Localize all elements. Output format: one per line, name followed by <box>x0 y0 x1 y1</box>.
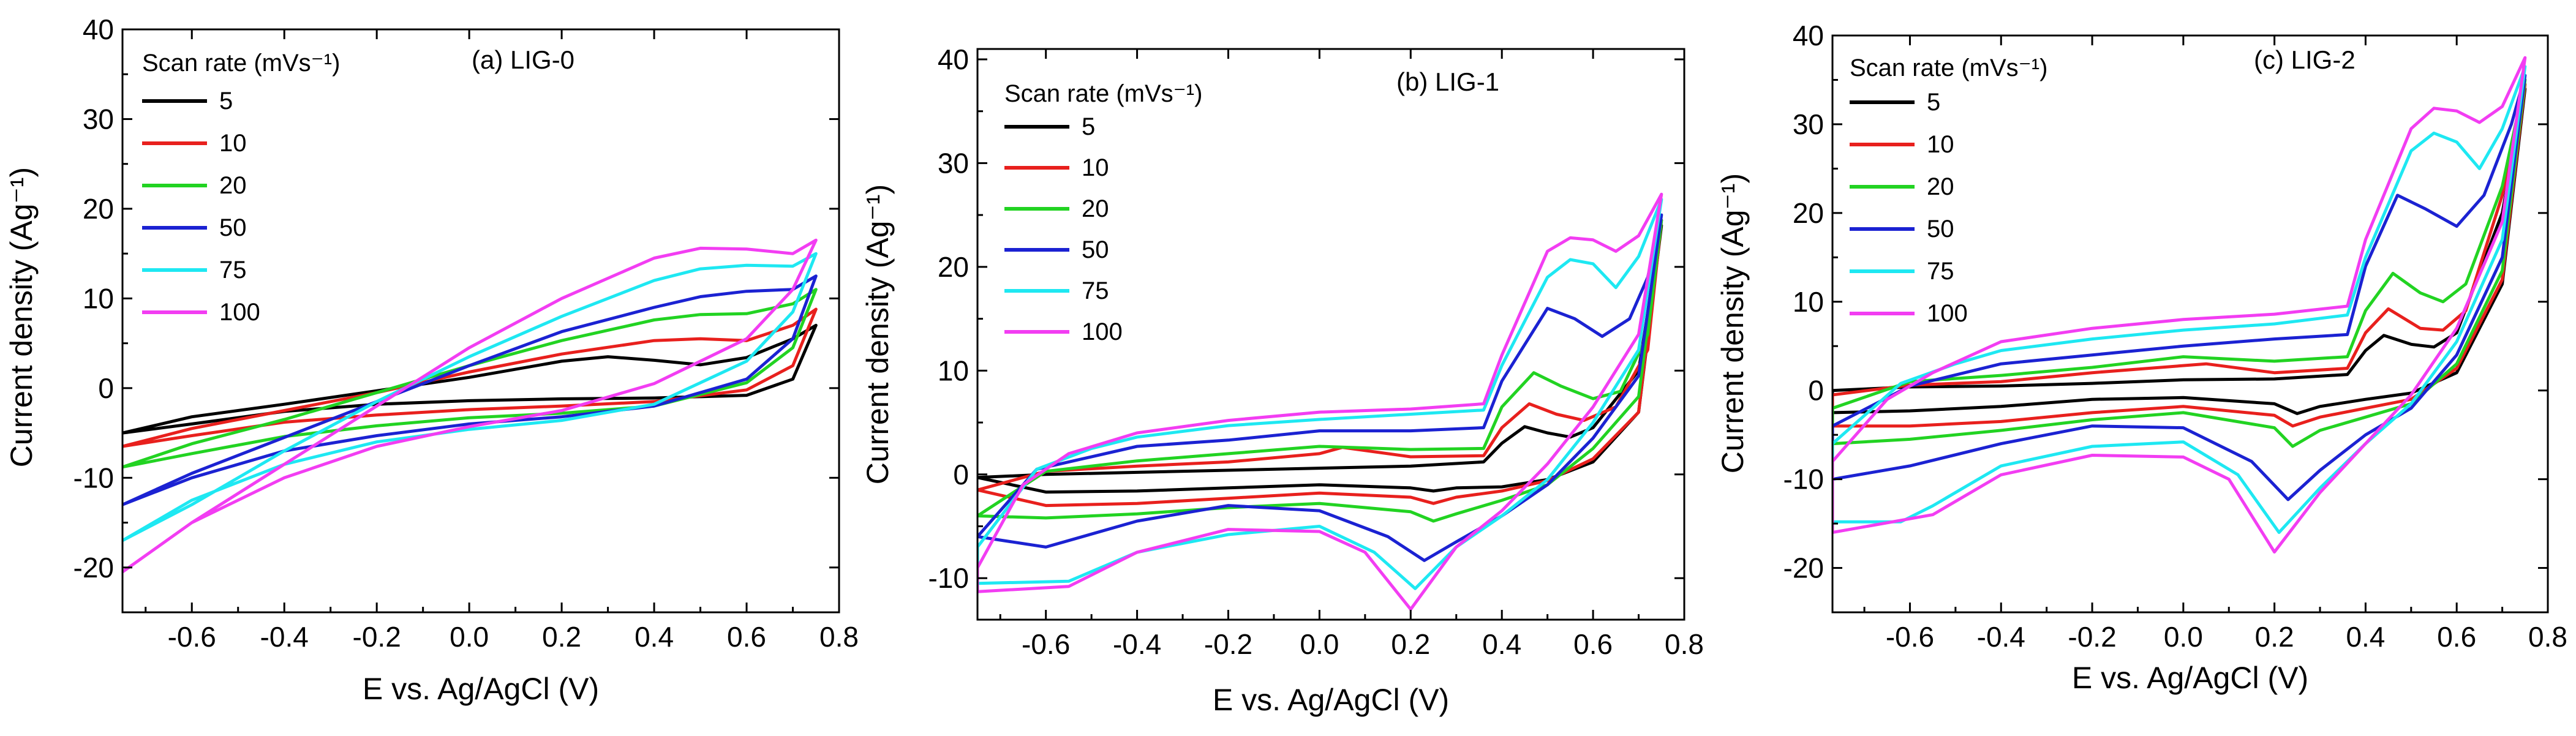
cv-series-10 <box>977 219 1663 508</box>
y-axis-label: Current density (Ag⁻¹) <box>1715 173 1750 473</box>
legend-label: 10 <box>1082 154 1109 181</box>
cv-series-100 <box>1832 56 2527 554</box>
y-tick-label: 20 <box>1793 197 1824 229</box>
x-tick-label: -0.4 <box>1113 628 1161 660</box>
x-axis-label: E vs. Ag/AgCl (V) <box>1213 683 1449 717</box>
x-tick-label: 0.6 <box>1573 628 1613 660</box>
y-tick-label: 0 <box>953 459 969 490</box>
panel-3: -0.6 -0.4 -0.2 0.0 0.2 0.4 0.6 0.8 -20 -10 0 10 20 30… <box>1715 20 2567 695</box>
panel-title: (a) LIG-0 <box>472 45 574 74</box>
y-tick-label: 20 <box>938 251 969 283</box>
cv-series-100 <box>122 238 818 574</box>
x-tick-label: 0.8 <box>1665 628 1704 660</box>
legend-label: 5 <box>1927 89 1940 116</box>
legend-label: 75 <box>219 257 247 284</box>
x-axis-label: E vs. Ag/AgCl (V) <box>2072 661 2308 695</box>
y-tick-label: 0 <box>98 372 114 404</box>
panel-2: -0.6 -0.4 -0.2 0.0 0.2 0.4 0.6 0.8 -10 0 10 20 30 40 E… <box>861 43 1704 717</box>
legend-label: 5 <box>1082 113 1095 140</box>
y-tick-label: 0 <box>1808 375 1824 407</box>
x-tick-label: 0.0 <box>2164 621 2203 653</box>
y-tick-label: 40 <box>1793 20 1824 51</box>
legend-label: 100 <box>1082 318 1123 345</box>
x-tick-label: 0.0 <box>450 621 489 653</box>
x-tick-label: 0.8 <box>819 621 859 653</box>
x-axis-label: E vs. Ag/AgCl (V) <box>363 672 599 706</box>
x-tick-label: 0.4 <box>635 621 674 653</box>
legend: Scan rate (mVs⁻¹) 5 10 20 50 75 100 <box>142 50 340 326</box>
x-tick-label: -0.6 <box>168 621 216 653</box>
cv-series-20 <box>977 219 1663 523</box>
legend-title: Scan rate (mVs⁻¹) <box>142 50 340 77</box>
cv-series-75 <box>122 252 818 543</box>
y-tick-label: -10 <box>73 462 114 494</box>
x-tick-label: 0.2 <box>542 621 581 653</box>
x-tick-label: 0.6 <box>727 621 766 653</box>
y-tick-label: 10 <box>938 355 969 386</box>
cv-curves <box>977 192 1663 611</box>
panel-1: -0.6 -0.4 -0.2 0.0 0.2 0.4 0.6 0.8 -20 -10 0 10 20 30… <box>4 13 859 706</box>
y-tick-label: -20 <box>1783 552 1824 584</box>
x-tick-label: -0.6 <box>1022 628 1070 660</box>
legend-label: 100 <box>1927 300 1968 327</box>
legend-label: 100 <box>219 299 260 326</box>
x-tick-label: 0.2 <box>1391 628 1430 660</box>
legend-label: 50 <box>219 214 247 241</box>
cv-curves <box>122 238 818 574</box>
y-axis-label: Current density (Ag⁻¹) <box>4 167 39 467</box>
legend-label: 20 <box>219 172 247 199</box>
y-axis-label: Current density (Ag⁻¹) <box>861 184 895 484</box>
y-tick-label: -10 <box>1783 464 1824 495</box>
x-tick-label: 0.0 <box>1300 628 1339 660</box>
x-tick-label: 0.4 <box>2346 621 2385 653</box>
y-tick-label: 30 <box>83 103 114 135</box>
y-tick-label: 20 <box>83 193 114 225</box>
plot-frame <box>121 28 840 614</box>
legend-label: 50 <box>1082 236 1109 263</box>
x-tick-label: 0.8 <box>2528 621 2567 653</box>
legend-label: 75 <box>1927 258 1954 285</box>
x-tick-label: -0.4 <box>1977 621 2025 653</box>
y-tick-label: 40 <box>938 43 969 75</box>
y-tick-label: 40 <box>83 13 114 45</box>
x-tick-label: -0.2 <box>353 621 401 653</box>
legend-title: Scan rate (mVs⁻¹) <box>1850 54 2047 81</box>
legend-label: 20 <box>1082 195 1109 222</box>
y-tick-label: 10 <box>83 282 114 314</box>
y-tick-label: -20 <box>73 552 114 584</box>
plot-frame <box>976 48 1685 621</box>
x-tick-label: -0.6 <box>1886 621 1934 653</box>
legend-title: Scan rate (mVs⁻¹) <box>1004 80 1202 107</box>
y-tick-label: 30 <box>938 147 969 179</box>
x-tick-label: 0.6 <box>2437 621 2476 653</box>
legend-label: 75 <box>1082 277 1109 304</box>
cv-series-20 <box>122 288 818 469</box>
y-tick-label: 10 <box>1793 286 1824 318</box>
y-tick-label: 30 <box>1793 108 1824 140</box>
y-tick-label: -10 <box>928 562 969 594</box>
legend-label: 50 <box>1927 216 1954 242</box>
x-tick-label: -0.4 <box>260 621 309 653</box>
plot-frame <box>1831 34 2549 614</box>
legend-label: 10 <box>1927 131 1954 158</box>
panel-title: (b) LIG-1 <box>1396 67 1499 96</box>
legend: Scan rate (mVs⁻¹) 5 10 20 50 75 100 <box>1004 80 1202 345</box>
x-tick-label: -0.2 <box>1204 628 1252 660</box>
legend-label: 10 <box>219 130 247 157</box>
x-tick-label: -0.2 <box>2068 621 2116 653</box>
cv-curves <box>1832 56 2527 554</box>
legend-label: 5 <box>219 88 233 115</box>
legend: Scan rate (mVs⁻¹) 5 10 20 50 75 100 <box>1850 54 2047 327</box>
cv-series-100 <box>977 192 1663 611</box>
x-tick-label: 0.4 <box>1482 628 1521 660</box>
x-tick-label: 0.2 <box>2255 621 2294 653</box>
legend-label: 20 <box>1927 173 1954 200</box>
panel-title: (c) LIG-2 <box>2254 45 2356 74</box>
